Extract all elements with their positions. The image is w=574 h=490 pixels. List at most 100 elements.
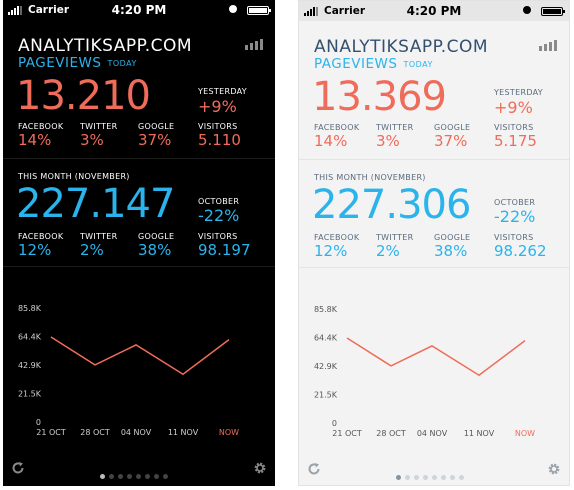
page-dot[interactable] xyxy=(154,474,159,479)
y-axis-tick-label: 85.8K xyxy=(314,305,338,314)
today-stat-value: 37% xyxy=(434,132,468,150)
refresh-icon[interactable] xyxy=(307,461,321,475)
app-brand: ANALYTIKSAPP.COM xyxy=(18,36,193,56)
x-axis-tick-label: 04 NOV xyxy=(417,429,448,438)
today-stat-value: 5.175 xyxy=(494,132,537,150)
refresh-icon[interactable] xyxy=(11,460,25,474)
pageviews-line-chart: 85.8K 64.4K 42.9K 21.5K 021 OCT 28 OCT 04 NOV 1… xyxy=(18,304,239,437)
status-bar: Carrier 4:20 PM xyxy=(299,1,569,21)
x-axis-tick-label: 11 NOV xyxy=(168,428,199,437)
signal-icon xyxy=(8,6,26,15)
month-stat-value: 38% xyxy=(138,241,172,259)
phone-light-theme: Carrier 4:20 PM ANALYTIKSAPP.COM PAGEVIE… xyxy=(298,0,570,486)
y-axis-tick-label: 64.4K xyxy=(314,333,338,342)
y-axis-tick-label: 0 xyxy=(36,418,41,427)
today-stat-label: FACEBOOK xyxy=(18,122,64,131)
x-axis-tick-label: 21 OCT xyxy=(332,429,362,438)
bar-chart-icon[interactable] xyxy=(245,38,267,50)
section-divider xyxy=(3,266,275,267)
y-axis-tick-label: 42.9K xyxy=(18,361,42,370)
page-dot[interactable] xyxy=(118,474,123,479)
month-stat-label: FACEBOOK xyxy=(314,233,360,242)
x-axis-tick-label: 21 OCT xyxy=(36,428,66,437)
prev-month-label: OCTOBER xyxy=(494,198,536,207)
month-stat-label: TWITTER xyxy=(376,233,414,242)
page-dot[interactable] xyxy=(145,474,150,479)
page-dot[interactable] xyxy=(414,475,419,480)
today-stat-label: GOOGLE xyxy=(434,123,471,132)
gear-icon[interactable] xyxy=(253,460,267,474)
section-divider xyxy=(3,158,275,159)
yesterday-label: YESTERDAY xyxy=(198,87,247,96)
status-bar: Carrier 4:20 PM xyxy=(3,0,275,20)
page-dot[interactable] xyxy=(423,475,428,480)
today-pageviews-value: 13.369 xyxy=(312,74,447,120)
today-stat-label: TWITTER xyxy=(376,123,414,132)
page-dot[interactable] xyxy=(432,475,437,480)
today-stat-label: TWITTER xyxy=(80,122,118,131)
today-stat-value: 5.110 xyxy=(198,131,241,149)
y-axis-tick-label: 42.9K xyxy=(314,362,338,371)
yesterday-value: +9% xyxy=(198,97,237,116)
gear-icon[interactable] xyxy=(547,461,561,475)
pageviews-series-line xyxy=(346,337,526,377)
prev-month-value: -22% xyxy=(198,206,240,225)
signal-icon xyxy=(304,7,322,16)
x-axis-tick-label: NOW xyxy=(219,428,239,437)
month-stat-value: 98.262 xyxy=(494,242,547,260)
battery-icon xyxy=(541,7,565,16)
pageviews-series-line xyxy=(50,336,230,376)
page-dot[interactable] xyxy=(127,474,132,479)
carrier-name: Carrier xyxy=(28,4,70,16)
month-stat-value: 38% xyxy=(434,242,468,260)
prev-month-value: -22% xyxy=(494,207,536,226)
today-stat-label: VISITORS xyxy=(494,123,534,132)
month-stat-label: FACEBOOK xyxy=(18,232,64,241)
month-stat-value: 12% xyxy=(314,242,348,260)
month-stat-label: GOOGLE xyxy=(434,233,471,242)
x-axis-tick-label: 11 NOV xyxy=(464,429,495,438)
page-dot[interactable] xyxy=(459,475,464,480)
alarm-clock-icon xyxy=(229,5,237,13)
today-stat-label: GOOGLE xyxy=(138,122,175,131)
yesterday-label: YESTERDAY xyxy=(494,88,543,97)
section-divider xyxy=(299,267,569,268)
y-axis-tick-label: 21.5K xyxy=(18,389,42,398)
y-axis-tick-label: 21.5K xyxy=(314,390,338,399)
y-axis-tick-label: 64.4K xyxy=(18,332,42,341)
page-dot[interactable] xyxy=(100,474,105,479)
pageviews-label: PAGEVIEWS TODAY xyxy=(314,56,433,72)
x-axis-tick-label: 28 OCT xyxy=(376,429,406,438)
prev-month-label: OCTOBER xyxy=(198,197,240,206)
page-dot[interactable] xyxy=(450,475,455,480)
x-axis-tick-label: NOW xyxy=(515,429,535,438)
today-stat-value: 3% xyxy=(376,132,400,150)
page-dot[interactable] xyxy=(136,474,141,479)
clock-time: 4:20 PM xyxy=(111,3,167,17)
page-indicator[interactable] xyxy=(396,465,468,480)
y-axis-tick-label: 0 xyxy=(332,419,337,428)
page-dot[interactable] xyxy=(405,475,410,480)
section-divider xyxy=(299,159,569,160)
today-stat-value: 37% xyxy=(138,131,172,149)
page-dot[interactable] xyxy=(109,474,114,479)
month-stat-label: VISITORS xyxy=(494,233,534,242)
page-dot[interactable] xyxy=(441,475,446,480)
month-pageviews-value: 227.147 xyxy=(16,181,175,227)
month-stat-value: 2% xyxy=(80,241,104,259)
page-dot[interactable] xyxy=(163,474,168,479)
page-indicator[interactable] xyxy=(100,464,172,479)
month-stat-label: VISITORS xyxy=(198,232,238,241)
today-stat-value: 14% xyxy=(314,132,348,150)
month-label: THIS MONTH (NOVEMBER) xyxy=(18,172,130,181)
page-dot[interactable] xyxy=(396,475,401,480)
clock-time: 4:20 PM xyxy=(406,4,462,18)
app-brand: ANALYTIKSAPP.COM xyxy=(314,37,489,57)
today-stat-value: 3% xyxy=(80,131,104,149)
x-axis-tick-label: 04 NOV xyxy=(121,428,152,437)
pageviews-label: PAGEVIEWS TODAY xyxy=(18,55,137,71)
yesterday-value: +9% xyxy=(494,98,533,117)
phone-dark-theme: Carrier 4:20 PM ANALYTIKSAPP.COM PAGEVIE… xyxy=(3,0,275,486)
x-axis-tick-label: 28 OCT xyxy=(80,428,110,437)
bar-chart-icon[interactable] xyxy=(539,39,561,51)
